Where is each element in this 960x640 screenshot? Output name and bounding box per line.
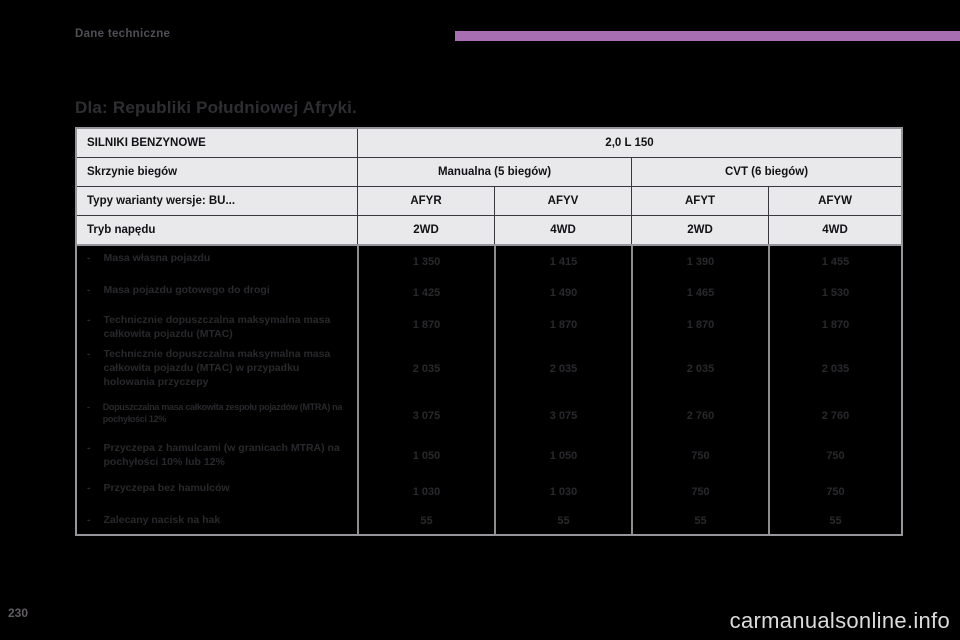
spec-value: 1 050 bbox=[494, 436, 631, 476]
drive-mode: 4WD bbox=[768, 216, 901, 244]
spec-value: 2 035 bbox=[768, 342, 901, 396]
spec-row-label-text: Masa pojazdu gotowego do drogi bbox=[103, 284, 270, 296]
spec-value: 55 bbox=[357, 508, 494, 534]
spec-row-label: - Przyczepa bez hamulców bbox=[77, 476, 357, 508]
page-number: 230 bbox=[8, 606, 29, 620]
header-row-gearbox: Skrzynie biegów Manualna (5 biegów) CVT … bbox=[77, 157, 901, 186]
gearbox-label: Skrzynie biegów bbox=[87, 166, 178, 178]
spec-row-label: - Technicznie dopuszczalna maksymalna mas… bbox=[77, 342, 357, 396]
spec-value: 750 bbox=[768, 436, 901, 476]
drive-mode: 2WD bbox=[631, 216, 768, 244]
spec-value: 3 075 bbox=[357, 396, 494, 436]
bullet-dash: - bbox=[87, 314, 91, 326]
spec-value: 1 870 bbox=[631, 308, 768, 342]
drive-mode: 2WD bbox=[357, 216, 494, 244]
bullet-dash: - bbox=[87, 252, 91, 264]
bullet-dash: - bbox=[87, 348, 91, 360]
type-variant: AFYT bbox=[631, 187, 768, 215]
spec-row-label: - Masa własna pojazdu bbox=[77, 246, 357, 278]
spec-value: 3 075 bbox=[494, 396, 631, 436]
spec-row-label: - Dopuszczalna masa całkowita zespołu poj… bbox=[77, 396, 357, 436]
spec-value: 55 bbox=[631, 508, 768, 534]
spec-value: 2 760 bbox=[768, 396, 901, 436]
header-row-drive: Tryb napędu 2WD 4WD 2WD 4WD bbox=[77, 215, 901, 244]
spec-row-label-text: Przyczepa z hamulcami (w granicach MTRA)… bbox=[103, 442, 340, 468]
bullet-dash: - bbox=[87, 482, 91, 494]
bullet-dash: - bbox=[87, 514, 91, 526]
spec-value: 750 bbox=[631, 436, 768, 476]
spec-value: 750 bbox=[631, 476, 768, 508]
spec-value: 750 bbox=[768, 476, 901, 508]
spec-value: 1 415 bbox=[494, 246, 631, 278]
spec-value: 1 050 bbox=[357, 436, 494, 476]
header-row-engines: SILNIKI BENZYNOWE 2,0 L 150 bbox=[77, 129, 901, 157]
spec-row-label-text: Technicznie dopuszczalna maksymalna masa… bbox=[103, 348, 331, 388]
bullet-dash: - bbox=[87, 402, 90, 412]
spec-value: 2 035 bbox=[357, 342, 494, 396]
spec-value: 1 870 bbox=[768, 308, 901, 342]
spec-row-label-text: Przyczepa bez hamulców bbox=[103, 482, 230, 494]
spec-value: 2 035 bbox=[494, 342, 631, 396]
bullet-dash: - bbox=[87, 442, 91, 454]
type-variant: AFYR bbox=[357, 187, 494, 215]
spec-row-label-text: Zalecany nacisk na hak bbox=[103, 514, 221, 526]
engines-value: 2,0 L 150 bbox=[357, 129, 901, 157]
spec-row-label-text: Technicznie dopuszczalna maksymalna masa… bbox=[103, 314, 331, 340]
spec-value: 2 760 bbox=[631, 396, 768, 436]
spec-value: 1 390 bbox=[631, 246, 768, 278]
section-label: Dane techniczne bbox=[75, 28, 171, 40]
gearbox-cvt: CVT (6 biegów) bbox=[631, 158, 901, 186]
spec-value: 1 455 bbox=[768, 246, 901, 278]
header-row-types: Typy warianty wersje: BU... AFYR AFYV AF… bbox=[77, 186, 901, 215]
types-label: Typy warianty wersje: BU... bbox=[87, 195, 236, 207]
spec-table: SILNIKI BENZYNOWE 2,0 L 150 Skrzynie bie… bbox=[75, 127, 903, 536]
page-title: Dla: Republiki Południowej Afryki. bbox=[75, 98, 357, 117]
drive-mode: 4WD bbox=[494, 216, 631, 244]
drive-label: Tryb napędu bbox=[87, 224, 156, 236]
spec-value: 2 035 bbox=[631, 342, 768, 396]
spec-row-label: - Przyczepa z hamulcami (w granicach MTRA… bbox=[77, 436, 357, 476]
spec-value: 1 030 bbox=[494, 476, 631, 508]
spec-table-header: SILNIKI BENZYNOWE 2,0 L 150 Skrzynie bie… bbox=[77, 129, 901, 244]
spec-table-body: - Masa własna pojazdu 1 350 1 415 1 390 1 455… bbox=[77, 244, 901, 534]
spec-row-label-text: Dopuszczalna masa całkowita zespołu poja… bbox=[102, 402, 343, 424]
spec-row-label: - Masa pojazdu gotowego do drogi bbox=[77, 278, 357, 308]
spec-value: 1 870 bbox=[494, 308, 631, 342]
type-variant: AFYV bbox=[494, 187, 631, 215]
spec-row-label: - Zalecany nacisk na hak bbox=[77, 508, 357, 534]
gearbox-manual: Manualna (5 biegów) bbox=[357, 158, 631, 186]
spec-value: 1 465 bbox=[631, 278, 768, 308]
accent-bar bbox=[455, 31, 960, 41]
spec-value: 1 490 bbox=[494, 278, 631, 308]
watermark-link[interactable]: carmanualsonline.info bbox=[729, 608, 950, 633]
spec-value: 1 030 bbox=[357, 476, 494, 508]
spec-value: 1 870 bbox=[357, 308, 494, 342]
spec-value: 55 bbox=[768, 508, 901, 534]
type-variant: AFYW bbox=[768, 187, 901, 215]
spec-value: 1 350 bbox=[357, 246, 494, 278]
spec-value: 1 530 bbox=[768, 278, 901, 308]
spec-value: 55 bbox=[494, 508, 631, 534]
spec-row-label-text: Masa własna pojazdu bbox=[103, 252, 211, 264]
engines-label: SILNIKI BENZYNOWE bbox=[87, 137, 206, 149]
spec-row-label: - Technicznie dopuszczalna maksymalna mas… bbox=[77, 308, 357, 342]
bullet-dash: - bbox=[87, 284, 91, 296]
spec-value: 1 425 bbox=[357, 278, 494, 308]
